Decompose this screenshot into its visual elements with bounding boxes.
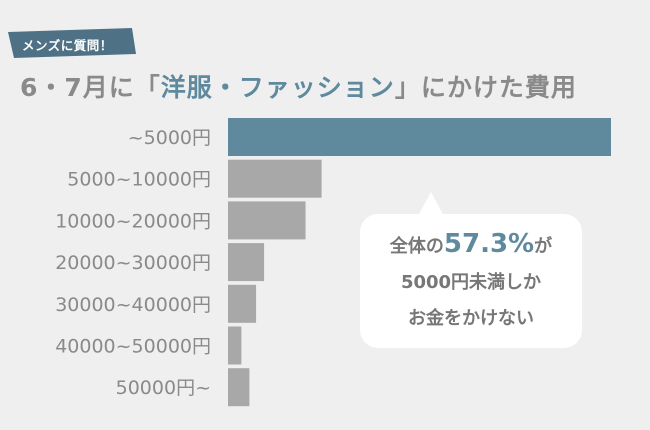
title-after: 」にかけた費用 [394,73,577,102]
bar-0 [228,118,611,156]
callout-line-3: お金をかけない [408,308,534,329]
title-accent: 洋服・ファッション [160,73,395,102]
bar-6 [228,368,250,407]
bar-2 [228,201,306,240]
tag-label: メンズに質問！ [22,38,113,53]
category-label-3: 20000~30000円 [55,252,211,274]
callout-text: 全体の57.3%が 5000円未満しか お金をかけない [360,226,582,337]
category-label-1: 5000~10000円 [67,169,211,191]
callout-line-2: 5000円未満しか [400,272,542,293]
callout-post: が [534,236,553,257]
category-label-4: 30000~40000円 [55,294,211,316]
callout-percent: 57.3% [443,229,535,259]
bar-5 [228,326,242,365]
callout-line-1: 全体の57.3%が [360,226,582,265]
question-tag: メンズに質問！ [8,28,136,58]
callout-pre: 全体の [389,236,444,257]
bar-4 [228,284,257,323]
category-label-6: 50000円~ [116,377,211,399]
chart-title: 6・7月に「洋服・ファッション」にかけた費用 [20,68,577,104]
bar-1 [228,159,322,198]
category-label-5: 40000~50000円 [55,336,211,358]
tag-ribbon [8,28,136,58]
category-label-2: 10000~20000円 [55,210,211,232]
callout-bubble [360,214,582,348]
category-label-0: ~5000円 [128,127,211,149]
callout-pointer [418,192,444,216]
title-before: 6・7月に「 [20,73,161,102]
bar-3 [228,243,265,282]
